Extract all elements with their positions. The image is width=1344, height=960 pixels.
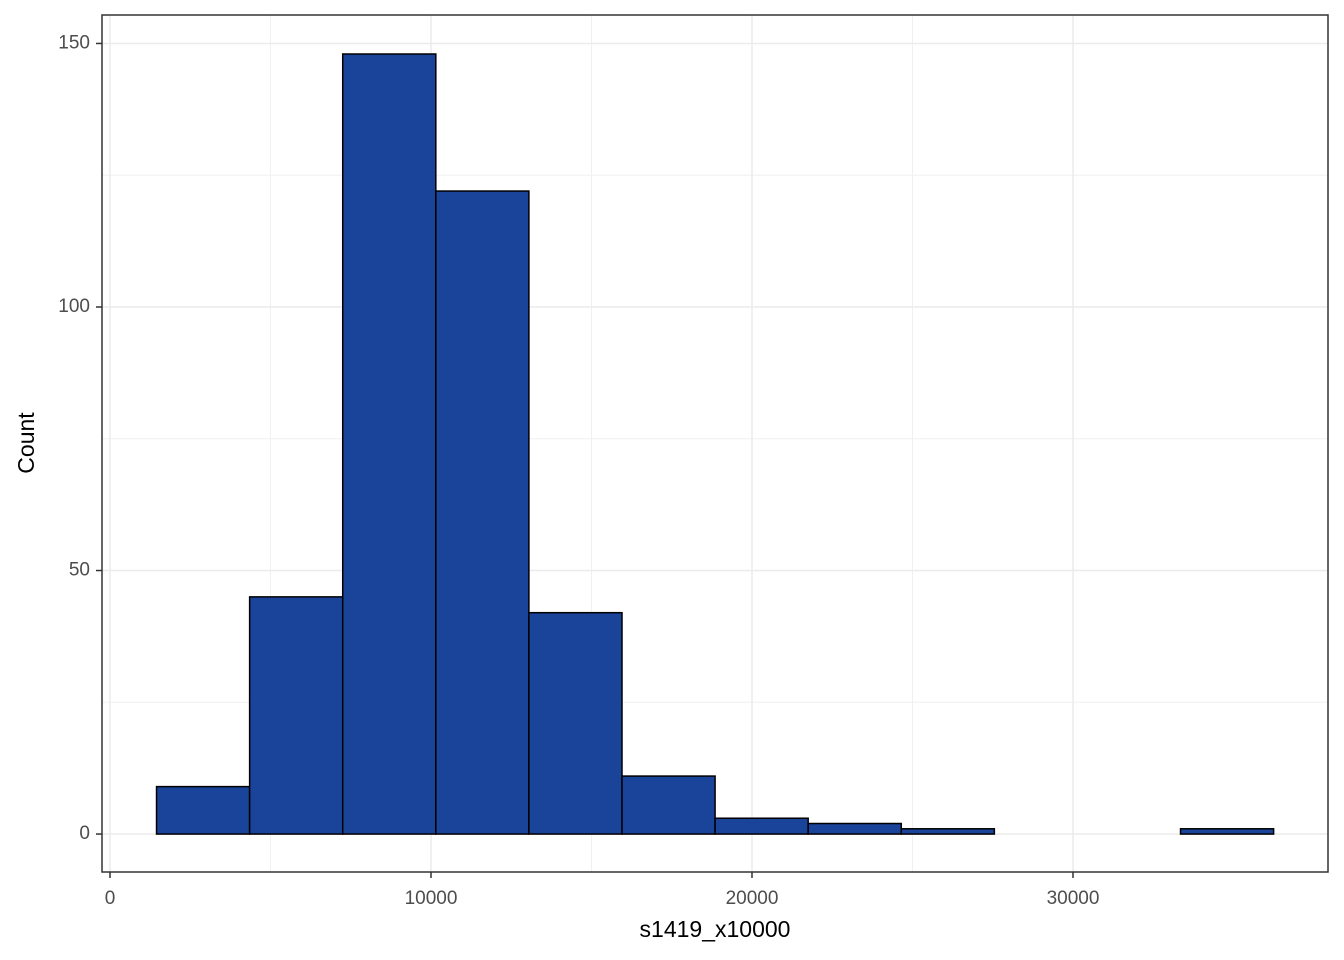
y-tick-label: 0 bbox=[79, 823, 90, 844]
bar bbox=[528, 611, 623, 835]
bar bbox=[155, 785, 251, 835]
panel-border bbox=[101, 14, 1329, 873]
bar bbox=[341, 53, 437, 835]
y-tick-label: 100 bbox=[58, 296, 90, 317]
bar bbox=[900, 828, 996, 835]
bar bbox=[714, 817, 809, 835]
bar bbox=[807, 822, 903, 835]
x-tick-label: 10000 bbox=[405, 888, 458, 909]
x-tick-label: 0 bbox=[105, 888, 116, 909]
y-tick-label: 50 bbox=[69, 560, 90, 581]
bar bbox=[248, 596, 344, 835]
y-tick-label: 150 bbox=[58, 32, 90, 53]
bar bbox=[621, 775, 716, 835]
x-tick-label: 30000 bbox=[1047, 888, 1100, 909]
x-axis-title: s1419_x10000 bbox=[640, 916, 791, 942]
bar bbox=[435, 190, 530, 835]
bar bbox=[1179, 828, 1275, 835]
y-axis-title: Count bbox=[13, 412, 39, 474]
x-tick-label: 20000 bbox=[726, 888, 779, 909]
